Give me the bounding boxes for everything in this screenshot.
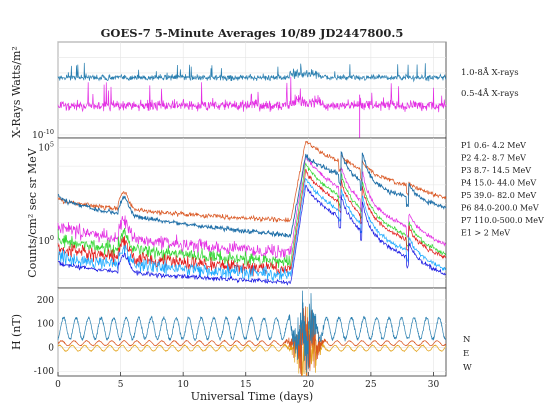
series-line-p5 xyxy=(57,178,447,282)
series-line-xray-short xyxy=(57,76,447,113)
series-line-p2 xyxy=(57,155,447,260)
y-tick-label: 200 xyxy=(37,296,54,306)
legend-n: N xyxy=(463,335,471,345)
legend-p6: P6 84.0-200.0 MeV xyxy=(461,204,539,213)
particle-ylabel: Counts/cm² sec sr MeV xyxy=(26,147,39,277)
particle-y-ticks: 105 100 xyxy=(38,140,54,247)
xray-y-ticks: 10-10 xyxy=(32,128,54,141)
y-tick-label: 100 xyxy=(38,234,54,247)
legend-xray-short: 0.5-4Å X-rays xyxy=(461,87,519,99)
x-tick-label: 15 xyxy=(240,380,252,390)
particle-legend: P1 0.6- 4.2 MeV P2 4.2- 8.7 MeV P3 8.7- 14… xyxy=(461,141,544,238)
legend-p7: P7 110.0-500.0 MeV xyxy=(461,216,544,225)
x-tick-label: 10 xyxy=(177,380,189,390)
x-tick-label: 0 xyxy=(55,380,61,390)
x-tick-label: 25 xyxy=(365,380,377,390)
x-tick-label: 30 xyxy=(428,380,440,390)
legend-p1: P1 0.6- 4.2 MeV xyxy=(461,141,526,150)
xray-ylabel: X-Rays Watts/m² xyxy=(10,46,23,138)
xray-panel-frame xyxy=(57,41,447,139)
legend-w: W xyxy=(463,363,472,373)
y-tick-label: 100 xyxy=(37,320,54,330)
legend-p5: P5 39.0- 82.0 MeV xyxy=(461,191,536,200)
series-line-e1 xyxy=(57,151,447,239)
x-axis-ticks: 0 5 10 15 20 25 30 xyxy=(55,372,439,390)
y-tick-label: 10-10 xyxy=(32,128,54,141)
series-line-w xyxy=(57,306,447,377)
series-line-p3 xyxy=(57,162,447,269)
x-axis-label: Universal Time (days) xyxy=(191,390,313,403)
x-tick-label: 20 xyxy=(303,380,315,390)
particle-panel-frame xyxy=(57,137,447,289)
magnetometer-ylabel: H (nT) xyxy=(10,314,23,350)
series-line-p1 xyxy=(57,140,447,223)
magnetometer-series xyxy=(57,290,447,377)
legend-p3: P3 8.7- 14.5 MeV xyxy=(461,166,531,175)
series-line-xray-long xyxy=(57,62,447,83)
magnetometer-panel: -100 0 100 200 H (nT) N E W xyxy=(10,287,472,377)
series-line-n xyxy=(57,290,447,373)
legend-p2: P2 4.2- 8.7 MeV xyxy=(461,154,526,163)
y-tick-label: -100 xyxy=(34,367,54,377)
xray-panel: 10-10 X-Rays Watts/m² 1.0-8Å X-rays 0.5-… xyxy=(10,41,519,141)
series-line-p6 xyxy=(57,184,447,286)
magnetometer-grid xyxy=(57,288,446,376)
series-line-e xyxy=(57,306,447,377)
magnetometer-y-ticks: -100 0 100 200 xyxy=(34,296,55,377)
legend-xray-long: 1.0-8Å X-rays xyxy=(461,66,519,78)
legend-p4: P4 15.0- 44.0 MeV xyxy=(461,179,536,188)
chart-title: GOES-7 5-Minute Averages 10/89 JD2447800… xyxy=(101,26,404,40)
x-tick-label: 5 xyxy=(118,380,124,390)
y-tick-label: 105 xyxy=(38,140,54,153)
particle-series xyxy=(57,140,447,286)
xray-series xyxy=(57,62,447,138)
legend-e1: E1 > 2 MeV xyxy=(461,229,510,238)
particle-panel: 105 100 Counts/cm² sec sr MeV P1 0.6- 4.2… xyxy=(26,137,544,289)
y-tick-label: 0 xyxy=(48,343,54,353)
legend-e: E xyxy=(463,349,469,359)
magnetometer-panel-frame xyxy=(57,287,447,377)
